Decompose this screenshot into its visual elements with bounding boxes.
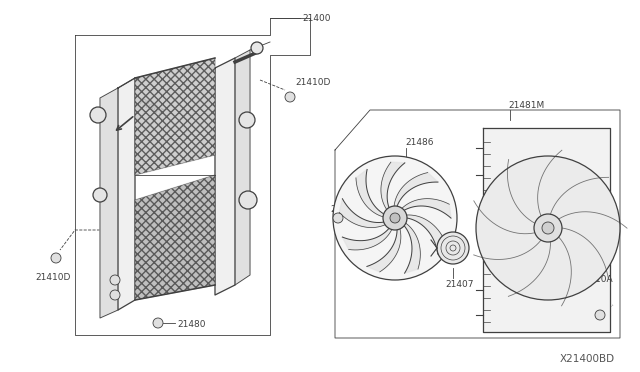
- Polygon shape: [381, 162, 405, 209]
- Circle shape: [476, 156, 620, 300]
- Polygon shape: [135, 175, 215, 300]
- Circle shape: [251, 42, 263, 54]
- Polygon shape: [135, 58, 215, 175]
- Circle shape: [383, 206, 407, 230]
- Text: X21400BD: X21400BD: [560, 354, 615, 364]
- Circle shape: [153, 318, 163, 328]
- Circle shape: [93, 188, 107, 202]
- Polygon shape: [402, 199, 451, 218]
- Text: 21410A: 21410A: [578, 275, 612, 284]
- Text: 21400: 21400: [302, 14, 330, 23]
- Polygon shape: [404, 223, 420, 273]
- Polygon shape: [367, 229, 401, 272]
- Circle shape: [595, 310, 605, 320]
- Circle shape: [239, 112, 255, 128]
- Polygon shape: [394, 173, 438, 206]
- Text: 21486: 21486: [405, 138, 433, 147]
- Polygon shape: [342, 228, 392, 250]
- Circle shape: [437, 232, 469, 264]
- Polygon shape: [118, 78, 135, 310]
- Polygon shape: [406, 215, 445, 254]
- Polygon shape: [135, 58, 215, 175]
- Polygon shape: [100, 88, 118, 318]
- Text: 21410D: 21410D: [35, 273, 70, 282]
- Circle shape: [239, 191, 257, 209]
- Text: 21481M: 21481M: [508, 101, 544, 110]
- Circle shape: [333, 156, 457, 280]
- Circle shape: [110, 275, 120, 285]
- Circle shape: [110, 290, 120, 300]
- Circle shape: [542, 222, 554, 234]
- Circle shape: [51, 253, 61, 263]
- Polygon shape: [483, 128, 610, 332]
- Circle shape: [90, 107, 106, 123]
- Circle shape: [534, 214, 562, 242]
- Circle shape: [390, 213, 400, 223]
- Circle shape: [333, 213, 343, 223]
- Polygon shape: [235, 50, 250, 285]
- Text: 21410D: 21410D: [295, 78, 330, 87]
- Polygon shape: [356, 170, 384, 217]
- Text: FRONT: FRONT: [138, 98, 165, 118]
- Polygon shape: [135, 175, 215, 300]
- Text: 21407: 21407: [445, 280, 474, 289]
- Text: 21480: 21480: [177, 320, 205, 329]
- Polygon shape: [339, 199, 385, 228]
- Text: 21410B: 21410B: [330, 205, 365, 214]
- Polygon shape: [215, 58, 235, 295]
- Circle shape: [285, 92, 295, 102]
